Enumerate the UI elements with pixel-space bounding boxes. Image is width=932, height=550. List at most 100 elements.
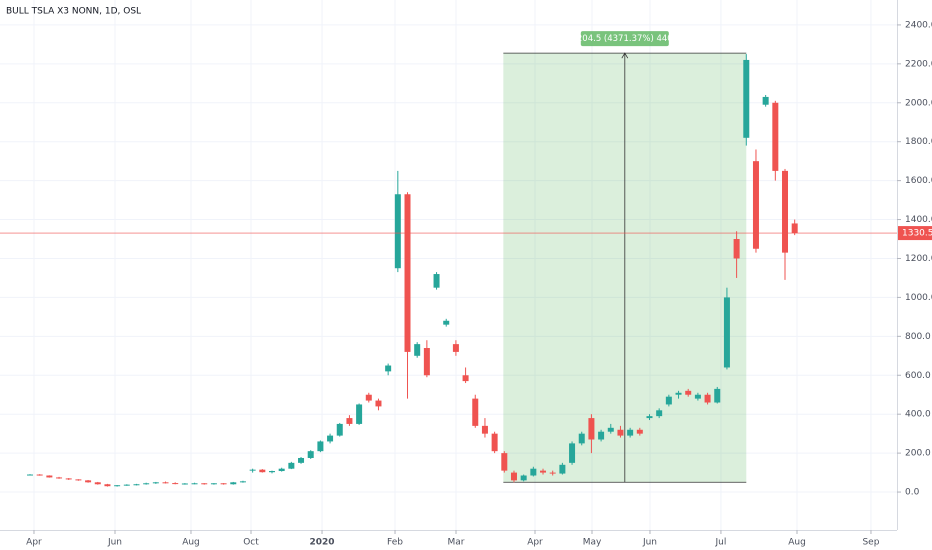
candle-body [685,390,692,395]
candle-body [452,344,459,352]
candle-body [791,223,798,234]
candle-body [636,429,643,434]
x-tick-label: Apr [527,538,543,548]
y-tick-label: 2200.0 [905,59,932,69]
candle-body [772,102,779,171]
candle-body [317,441,324,452]
candle-body [627,429,634,436]
y-tick-label: 2400.0 [905,20,932,30]
candle-body [423,348,430,376]
x-tick-label: Feb [387,538,403,548]
candle-body [249,469,256,471]
x-tick-label: Aug [182,538,200,548]
candle-body [36,474,43,476]
candle-body [723,297,730,368]
x-tick-label: 2020 [310,538,335,548]
candle-body [104,484,111,487]
candle-body [336,423,343,436]
candle-body [491,433,498,452]
candle-body [656,410,663,417]
candle-body [210,483,217,485]
candle-body [607,427,614,432]
x-tick-label: Mar [448,538,465,548]
candle-body [472,398,479,426]
candle-body [239,481,246,483]
candle-body [114,485,121,487]
candle-body [133,484,140,486]
candle-body [181,483,188,485]
x-tick-label: Aug [788,538,806,548]
candle-body [733,239,740,259]
candle-body [752,161,759,249]
candle-body [307,451,314,458]
candle-body [220,483,227,485]
candle-body [743,59,750,138]
candle-body [762,96,769,105]
candle-body [462,375,469,382]
candle-body [143,483,150,485]
y-tick-label: 0.0 [905,488,920,498]
candle-body [123,484,130,486]
candle-body [27,474,34,476]
x-tick-label: Jun [107,538,122,548]
candle-body [75,479,82,481]
chart-title: BULL TSLA X3 NONN, 1D, OSL [6,7,141,17]
candle-body [346,418,353,424]
candle-body [714,388,721,403]
x-tick-label: Jun [642,538,657,548]
candle-body [704,394,711,403]
measure-label: 2204.5 (4371.37%) 4409 [571,34,678,44]
candle-body [559,464,566,474]
candle-body [56,477,63,479]
candle-body [172,483,179,485]
candle-body [617,429,624,436]
candle-body [327,435,334,442]
candle-body [520,475,527,481]
candle-body [85,480,92,483]
candle-body [540,470,547,473]
last-price-tag [898,226,932,241]
y-tick-label: 1600.0 [905,176,932,186]
y-tick-label: 200.0 [905,449,931,459]
candle-body [481,425,488,434]
candle-body [443,320,450,325]
y-tick-label: 1400.0 [905,215,932,225]
y-tick-label: 2000.0 [905,98,932,108]
candle-body [201,483,208,485]
measure-label-bg [580,31,669,47]
x-tick-label: Jul [715,538,727,548]
y-tick-label: 1200.0 [905,254,932,264]
candle-body [501,453,508,471]
candle-body [259,469,266,473]
candle-body [268,471,275,473]
candle-body [675,392,682,395]
x-tick-label: Oct [243,538,259,548]
candle-body [394,194,401,269]
candle-body [433,274,440,288]
candle-body [782,170,789,253]
candle-body [578,433,585,444]
x-tick-label: Sep [862,538,879,548]
candle-body [162,482,169,484]
candle-body [278,468,285,472]
candle-body [46,475,53,478]
y-tick-label: 800.0 [905,332,931,342]
candle-body [569,443,576,463]
x-tick-label: Apr [26,538,42,548]
candle-body [549,472,556,474]
candle-body [94,482,101,485]
candle-body [665,396,672,405]
candle-body [694,394,701,399]
y-tick-label: 600.0 [905,371,931,381]
candle-body [646,416,653,419]
candle-body [230,482,237,485]
y-tick-label: 1000.0 [905,293,932,303]
last-price-label: 1330.5 [902,229,932,239]
candle-body [298,457,305,463]
candle-body [65,478,72,480]
candle-body [588,418,595,440]
candle-body [152,482,159,484]
x-tick-label: May [583,538,602,548]
